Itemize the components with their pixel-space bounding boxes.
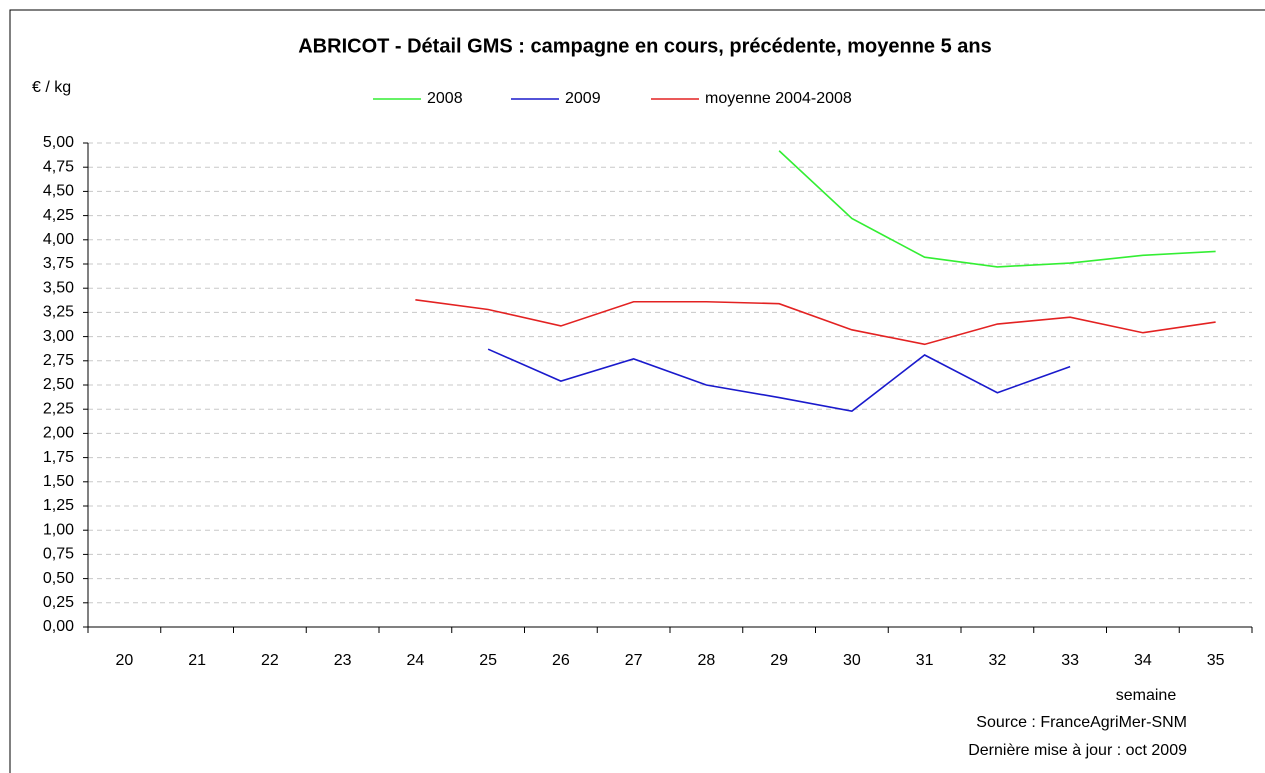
x-tick-label: 20	[115, 652, 133, 669]
x-tick-label: 25	[479, 652, 497, 669]
y-tick-label: 1,00	[43, 521, 74, 538]
x-tick-label: 22	[261, 652, 279, 669]
series-line	[778, 150, 1216, 268]
x-tick-label: 27	[625, 652, 643, 669]
y-tick-label: 3,50	[43, 279, 74, 296]
y-tick-label: 5,00	[43, 134, 74, 151]
y-tick-label: 0,75	[43, 546, 74, 563]
x-tick-label: 23	[334, 652, 352, 669]
y-tick-label: 3,00	[43, 328, 74, 345]
y-tick-label: 2,75	[43, 352, 74, 369]
x-axis-label: semaine	[1116, 687, 1177, 704]
series-line	[487, 348, 1071, 412]
x-tick-label: 31	[916, 652, 934, 669]
chart-frame	[9, 9, 1265, 773]
x-tick-label: 33	[1061, 652, 1079, 669]
series-line	[415, 299, 1216, 346]
legend-label: 2008	[427, 90, 463, 107]
y-tick-label: 2,50	[43, 376, 74, 393]
y-tick-label: 3,25	[43, 304, 74, 321]
y-tick-label: 3,75	[43, 255, 74, 272]
y-tick-label: 4,50	[43, 183, 74, 200]
y-tick-label: 0,25	[43, 594, 74, 611]
x-tick-label: 29	[770, 652, 788, 669]
x-tick-label: 32	[988, 652, 1006, 669]
x-tick-label: 26	[552, 652, 570, 669]
y-tick-label: 0,00	[43, 618, 74, 635]
x-tick-label: 24	[406, 652, 424, 669]
x-tick-label: 28	[697, 652, 715, 669]
y-tick-label: 1,25	[43, 497, 74, 514]
y-tick-label: 4,00	[43, 231, 74, 248]
x-tick-label: 21	[188, 652, 206, 669]
source-note: Source : FranceAgriMer-SNM	[976, 714, 1187, 731]
y-tick-label: 4,25	[43, 207, 74, 224]
y-tick-label: 1,50	[43, 473, 74, 490]
y-tick-label: 2,00	[43, 425, 74, 442]
y-tick-label: 2,25	[43, 400, 74, 417]
update-note: Dernière mise à jour : oct 2009	[968, 742, 1187, 759]
legend-label: moyenne 2004-2008	[705, 90, 852, 107]
legend-label: 2009	[565, 90, 601, 107]
y-tick-label: 0,50	[43, 570, 74, 587]
x-tick-label: 35	[1207, 652, 1225, 669]
y-tick-label: 4,75	[43, 158, 74, 175]
x-tick-label: 34	[1134, 652, 1152, 669]
chart-title: ABRICOT - Détail GMS : campagne en cours…	[298, 35, 992, 57]
y-tick-label: 1,75	[43, 449, 74, 466]
y-axis-label: € / kg	[32, 79, 71, 96]
x-tick-label: 30	[843, 652, 861, 669]
